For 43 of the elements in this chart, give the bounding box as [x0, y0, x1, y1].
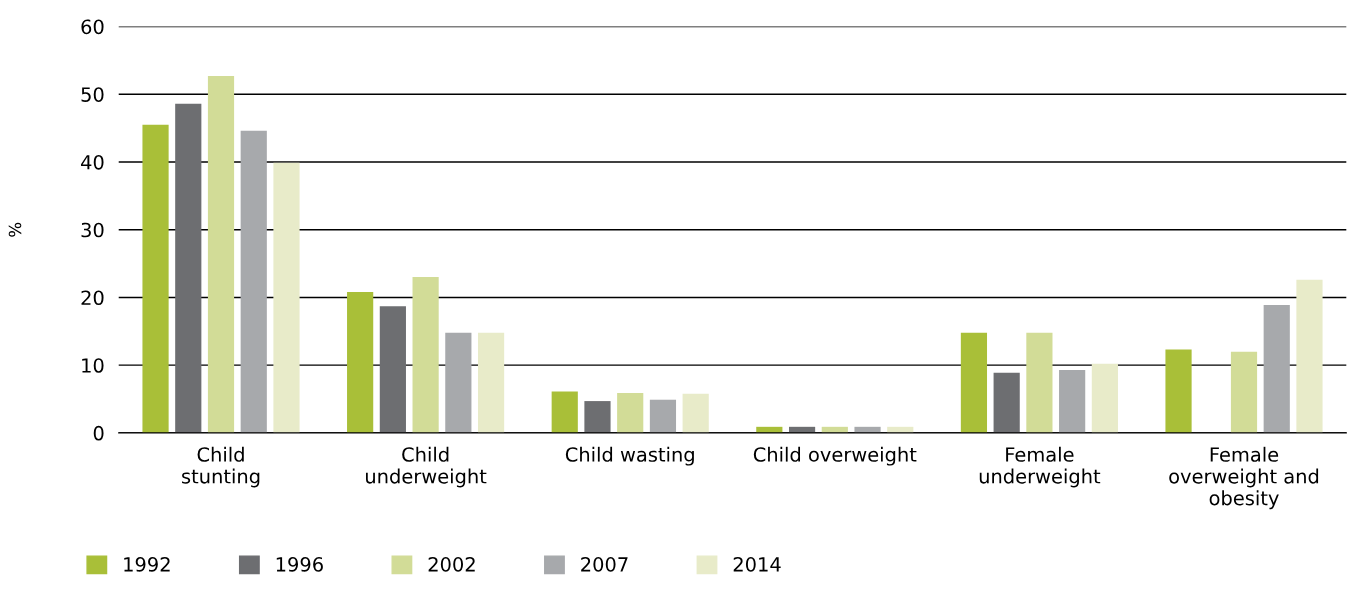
legend-label: 2007 — [581, 557, 628, 572]
bar — [240, 130, 267, 433]
y-axis-title: % — [8, 222, 22, 237]
x-tick-label: Child stunting — [182, 446, 260, 488]
bar — [649, 399, 677, 433]
y-tick-label: 40 — [81, 154, 104, 170]
y-tick-label: 20 — [81, 290, 104, 306]
bar — [142, 124, 169, 433]
bar — [551, 391, 578, 433]
bar — [960, 332, 988, 433]
y-tick-label: 50 — [81, 87, 104, 102]
legend-label: 1992 — [124, 557, 170, 572]
bar — [682, 393, 709, 433]
x-tick-label: Female overweight and obesity — [1169, 446, 1319, 510]
y-tick-label: 0 — [93, 425, 104, 441]
bar — [1059, 369, 1086, 433]
y-tick-label: 60 — [81, 19, 104, 35]
bar — [445, 332, 472, 433]
legend-label: 2014 — [733, 557, 781, 572]
y-tick-label: 10 — [82, 358, 104, 373]
x-tick-label: Female underweight — [979, 446, 1101, 488]
bar — [617, 392, 644, 433]
bar — [477, 332, 505, 433]
bar — [584, 401, 611, 433]
bar — [1230, 351, 1258, 433]
bar — [379, 306, 406, 433]
x-tick-label: Child underweight — [366, 446, 487, 488]
bar — [412, 277, 439, 433]
bar — [993, 372, 1020, 433]
bar — [347, 292, 374, 433]
bar — [1263, 304, 1290, 433]
bar — [175, 103, 202, 433]
legend-label: 2002 — [428, 557, 475, 572]
y-tick-label: 30 — [81, 222, 104, 238]
x-tick-label: Child wasting — [565, 446, 694, 466]
bar — [1026, 332, 1053, 433]
bar — [273, 162, 300, 433]
legend-label: 1996 — [276, 557, 323, 572]
bar — [1091, 363, 1118, 433]
bar — [1296, 279, 1323, 433]
bar — [1165, 349, 1192, 433]
bar — [207, 75, 235, 433]
x-tick-label: Child overweight — [753, 446, 917, 466]
